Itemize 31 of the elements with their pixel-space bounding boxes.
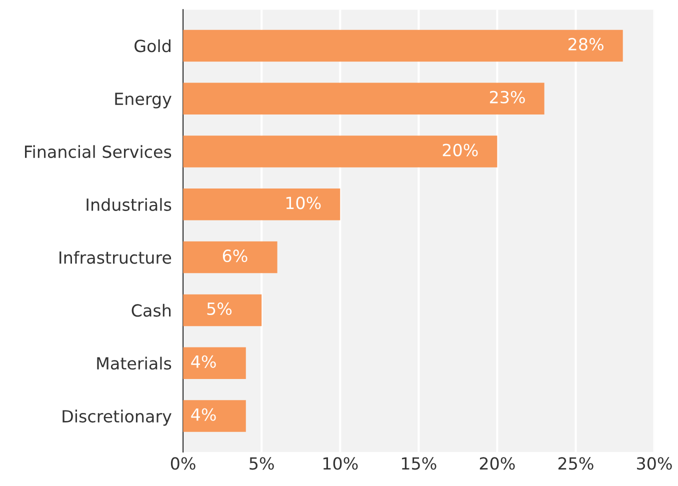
x-tick-label: 10%: [323, 457, 358, 470]
x-tick-label: 25%: [558, 457, 594, 470]
data-label: 10%: [286, 196, 321, 210]
data-label: 4%: [191, 355, 216, 368]
y-tick-label: Gold: [134, 39, 170, 52]
bar: [183, 188, 340, 220]
bar: [183, 294, 262, 326]
bar: [183, 30, 623, 62]
y-tick-label: Cash: [132, 304, 171, 317]
y-tick-label: Financial Services: [25, 145, 172, 158]
x-tick-label: 0%: [170, 457, 196, 470]
x-tick-label: 30%: [637, 457, 672, 470]
data-label: 23%: [490, 90, 525, 104]
data-label: 28%: [568, 38, 604, 51]
data-label: 6%: [222, 250, 248, 262]
bar: [183, 241, 278, 274]
y-tick-label: Materials: [97, 356, 172, 370]
bar: [183, 400, 246, 432]
data-label: 4%: [191, 408, 216, 421]
bar: [183, 136, 498, 168]
y-tick-label: Infrastructure: [60, 250, 172, 264]
x-tick-label: 15%: [402, 457, 436, 470]
y-tick-label: Industrials: [86, 198, 172, 211]
y-tick-label: Energy: [115, 92, 172, 108]
y-tick-label: Discretionary: [62, 410, 172, 426]
x-tick-label: 5%: [250, 457, 274, 470]
bar: [183, 82, 544, 114]
x-tick-label: 20%: [480, 457, 515, 470]
data-label: 20%: [442, 144, 478, 156]
data-label: 5%: [207, 302, 232, 316]
bar: [183, 347, 246, 379]
